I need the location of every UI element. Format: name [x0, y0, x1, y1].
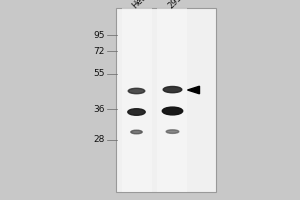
Ellipse shape: [163, 86, 182, 93]
Text: 72: 72: [94, 46, 105, 55]
Text: HeLa: HeLa: [130, 0, 152, 10]
Bar: [122, 8, 152, 192]
Ellipse shape: [131, 130, 142, 134]
Bar: [158, 8, 188, 192]
Text: 55: 55: [94, 70, 105, 78]
Text: 36: 36: [94, 105, 105, 114]
Polygon shape: [188, 86, 200, 94]
Ellipse shape: [166, 130, 179, 133]
Text: 293: 293: [166, 0, 184, 10]
Ellipse shape: [128, 109, 145, 115]
Text: 95: 95: [94, 30, 105, 40]
Bar: [116, 8, 216, 192]
Ellipse shape: [128, 88, 145, 94]
Ellipse shape: [162, 107, 183, 115]
Text: 28: 28: [94, 136, 105, 144]
